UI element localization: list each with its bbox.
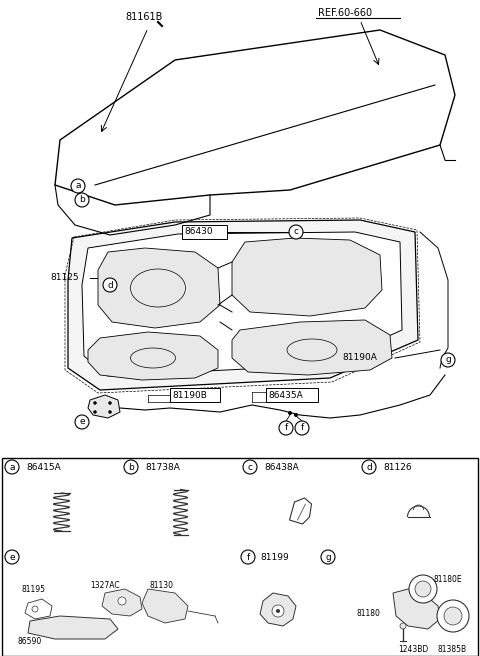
Polygon shape [232, 238, 382, 316]
Text: g: g [445, 356, 451, 365]
Circle shape [437, 600, 469, 632]
Circle shape [5, 550, 19, 564]
Circle shape [295, 421, 309, 435]
Circle shape [71, 179, 85, 193]
Bar [170, 388, 220, 402]
Text: 81738A: 81738A [145, 462, 180, 472]
Polygon shape [393, 589, 440, 629]
Circle shape [108, 401, 111, 405]
Polygon shape [102, 589, 142, 616]
Polygon shape [88, 395, 120, 418]
Circle shape [294, 413, 298, 417]
Text: 81180E: 81180E [433, 575, 462, 583]
Circle shape [75, 193, 89, 207]
Text: 81190A: 81190A [342, 354, 377, 363]
Circle shape [32, 606, 38, 612]
Polygon shape [289, 498, 312, 524]
Polygon shape [260, 593, 296, 626]
Circle shape [362, 460, 376, 474]
Circle shape [5, 460, 19, 474]
Text: c: c [248, 462, 252, 472]
Polygon shape [68, 220, 418, 390]
Text: 86435A: 86435A [268, 390, 303, 400]
Text: 86438A: 86438A [264, 462, 299, 472]
Text: 81180: 81180 [356, 609, 380, 617]
Polygon shape [232, 320, 392, 375]
Text: 86590: 86590 [18, 636, 42, 646]
Text: b: b [128, 462, 134, 472]
Circle shape [279, 421, 293, 435]
Circle shape [94, 411, 96, 413]
Circle shape [108, 411, 111, 413]
Text: 81190B: 81190B [172, 390, 207, 400]
Text: 81130: 81130 [150, 581, 174, 590]
Polygon shape [28, 616, 118, 639]
Circle shape [415, 581, 431, 597]
Polygon shape [98, 248, 220, 328]
Text: 81126: 81126 [383, 462, 412, 472]
Polygon shape [142, 589, 188, 623]
Circle shape [288, 411, 292, 415]
Circle shape [444, 607, 462, 625]
Circle shape [124, 460, 138, 474]
Circle shape [441, 353, 455, 367]
Bar [266, 388, 318, 402]
Text: 81195: 81195 [22, 584, 46, 594]
Text: f: f [300, 424, 304, 432]
Text: 1243BD: 1243BD [398, 644, 428, 653]
Text: 1327AC: 1327AC [90, 581, 120, 590]
Text: 81199: 81199 [260, 552, 289, 562]
Circle shape [321, 550, 335, 564]
Circle shape [276, 609, 280, 613]
Text: REF.60-660: REF.60-660 [318, 8, 372, 18]
Bar [182, 225, 227, 239]
Circle shape [409, 575, 437, 603]
Circle shape [103, 278, 117, 292]
Circle shape [400, 623, 406, 629]
Polygon shape [88, 332, 218, 380]
Text: f: f [284, 424, 288, 432]
Text: b: b [79, 195, 85, 205]
Text: 81385B: 81385B [438, 644, 467, 653]
Polygon shape [82, 232, 402, 376]
Circle shape [243, 460, 257, 474]
Text: 86415A: 86415A [26, 462, 61, 472]
Bar [2, 458, 478, 656]
Text: e: e [9, 552, 15, 562]
Circle shape [75, 415, 89, 429]
Text: e: e [79, 417, 85, 426]
Polygon shape [55, 30, 455, 205]
Text: d: d [107, 281, 113, 289]
Text: c: c [293, 228, 299, 237]
Text: 86430: 86430 [184, 228, 213, 237]
Circle shape [272, 605, 284, 617]
Text: 81125: 81125 [50, 274, 79, 283]
Text: f: f [246, 552, 250, 562]
Circle shape [289, 225, 303, 239]
Polygon shape [25, 599, 52, 619]
Circle shape [241, 550, 255, 564]
Text: a: a [75, 182, 81, 190]
Circle shape [94, 401, 96, 405]
Circle shape [118, 597, 126, 605]
Text: g: g [325, 552, 331, 562]
Text: a: a [9, 462, 15, 472]
Text: d: d [366, 462, 372, 472]
Text: 81161B: 81161B [125, 12, 162, 22]
